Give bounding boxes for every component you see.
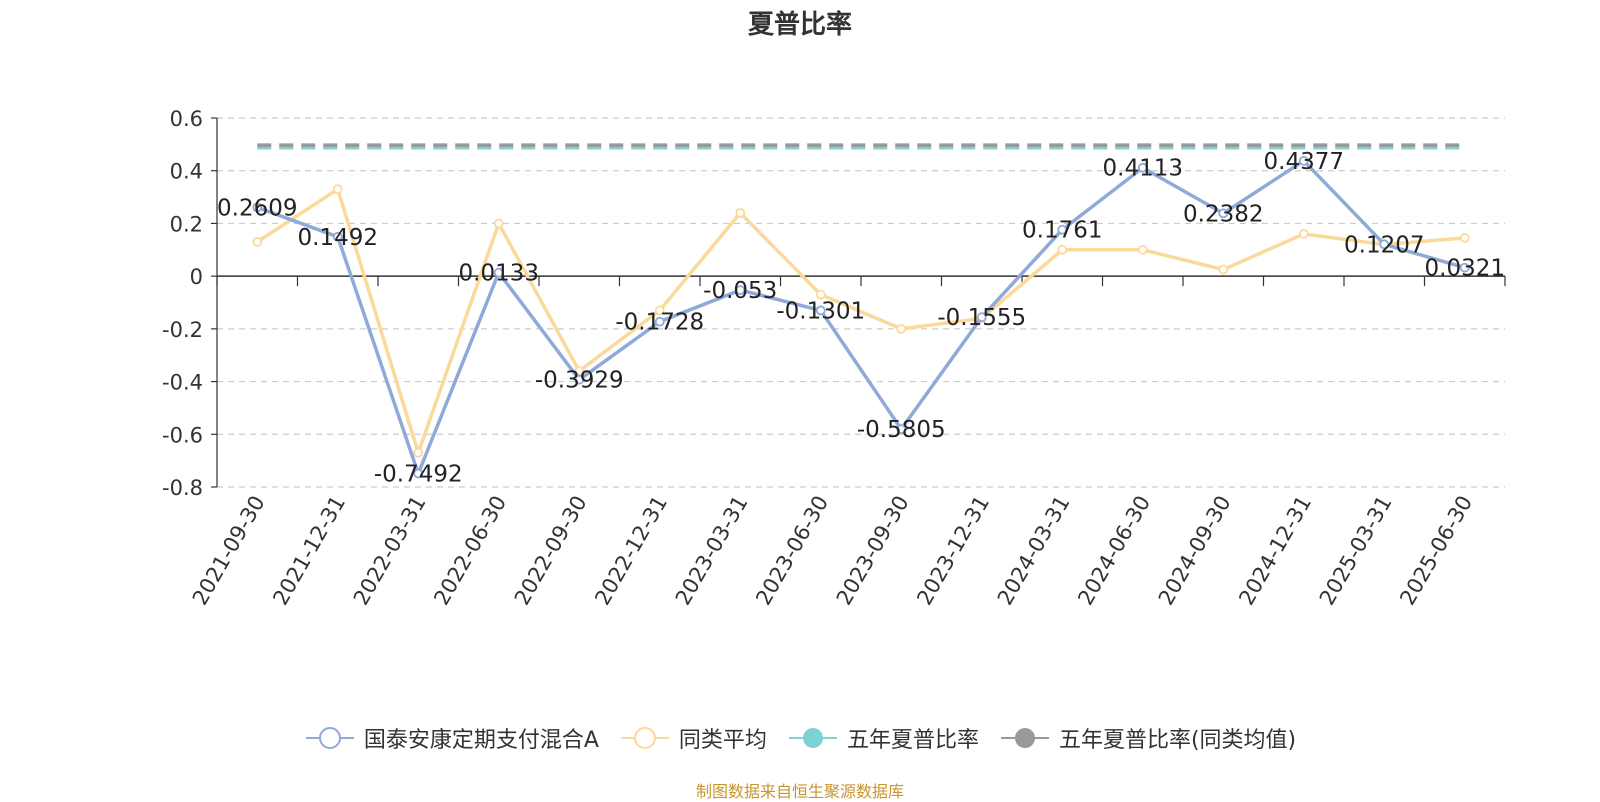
data-point: [332, 184, 343, 195]
data-label: 0.2382: [1183, 201, 1263, 227]
x-tick-label: 2024-12-31: [1234, 492, 1316, 610]
legend-marker-icon: [1000, 728, 1049, 748]
x-tick-label: 2021-09-30: [188, 492, 270, 610]
y-tick-label: 0.4: [170, 160, 203, 184]
data-label: -0.3929: [535, 368, 624, 394]
data-point: [735, 207, 746, 218]
axis-layer: 0.6 0.4 0.2 0 -0.2 -0.4 -0.6 -0.82021-09-302021…: [162, 107, 1506, 610]
data-label: -0.5805: [857, 417, 946, 443]
data-point: [493, 267, 504, 278]
data-point: [252, 236, 263, 247]
data-label: 0.1207: [1344, 232, 1424, 258]
x-tick-label: 2024-06-30: [1073, 492, 1155, 610]
data-label: -0.1555: [937, 305, 1026, 331]
y-tick-label: -0.6: [162, 423, 203, 447]
series-line: [256, 187, 1465, 455]
legend: 国泰安康定期支付混合A 同类平均 五年夏普比率 五年夏普比率(同类均值): [0, 722, 1600, 754]
data-point: [1218, 264, 1229, 275]
data-label: 0.0133: [459, 261, 539, 287]
legend-item[interactable]: 五年夏普比率: [787, 722, 979, 754]
source-note: 制图数据来自恒生聚源数据库: [695, 782, 904, 801]
data-point: [1137, 162, 1148, 173]
data-point: [493, 218, 504, 229]
chart-title: 夏普比率: [747, 10, 852, 40]
legend-marker-icon: [620, 727, 669, 749]
data-label: -0.1301: [776, 298, 865, 324]
data-label: 0.4377: [1264, 149, 1344, 175]
x-tick-label: 2023-12-31: [912, 492, 994, 610]
y-tick-label: 0.2: [170, 212, 203, 236]
x-tick-label: 2024-03-31: [993, 492, 1075, 610]
data-point: [1057, 244, 1068, 255]
data-point: [1459, 233, 1470, 243]
x-tick-label: 2023-06-30: [751, 492, 833, 610]
x-tick-label: 2022-03-31: [349, 492, 431, 610]
data-label: -0.7492: [374, 462, 463, 488]
series-line: [256, 159, 1466, 476]
data-point: [1459, 262, 1470, 273]
x-tick-label: 2022-06-30: [429, 492, 511, 610]
data-point: [976, 312, 987, 323]
data-point: [654, 316, 665, 327]
x-tick-label: 2023-09-30: [832, 492, 914, 610]
data-label: 0.1492: [298, 225, 378, 251]
series-layer: [252, 143, 1470, 479]
data-point: [815, 305, 826, 316]
x-tick-label: 2025-06-30: [1395, 492, 1477, 610]
legend-label: 五年夏普比率(同类均值): [1058, 728, 1297, 753]
data-point: [896, 323, 907, 334]
y-tick-label: -0.4: [162, 371, 203, 395]
legend-item[interactable]: 国泰安康定期支付混合A: [304, 722, 599, 754]
data-point: [1137, 244, 1148, 255]
x-tick-label: 2022-12-31: [590, 492, 672, 610]
legend-item[interactable]: 五年夏普比率(同类均值): [999, 722, 1296, 754]
y-tick-label: -0.8: [162, 476, 203, 500]
data-point: [1298, 229, 1309, 239]
data-point: [332, 231, 343, 242]
data-point: [1057, 224, 1068, 235]
data-label: 0.0321: [1425, 256, 1505, 282]
data-label: 0.2609: [217, 195, 297, 221]
y-tick-label: -0.2: [162, 318, 203, 342]
data-label: 0.1761: [1022, 218, 1102, 244]
legend-label: 国泰安康定期支付混合A: [363, 728, 599, 753]
legend-marker-icon: [305, 727, 354, 749]
legend-label: 五年夏普比率: [846, 728, 979, 753]
data-point: [1379, 239, 1390, 250]
data-point: [815, 289, 826, 300]
data-label: 0.4113: [1103, 156, 1183, 182]
legend-item[interactable]: 同类平均: [619, 722, 767, 754]
data-point: [413, 447, 424, 458]
legend-marker-icon: [788, 728, 837, 748]
data-point: [1218, 208, 1229, 219]
data-label: -0.053: [703, 278, 777, 304]
data-point: [252, 202, 263, 213]
x-tick-label: 2022-09-30: [510, 492, 592, 610]
y-tick-label: 0: [190, 265, 203, 289]
data-point: [1298, 155, 1309, 166]
x-tick-label: 2023-03-31: [671, 492, 753, 610]
data-point: [413, 468, 424, 479]
grid-layer: [217, 117, 1505, 488]
data-label: -0.1728: [615, 310, 704, 336]
y-tick-label: 0.6: [170, 107, 203, 131]
x-tick-label: 2025-03-31: [1315, 492, 1397, 610]
data-point: [654, 305, 665, 316]
x-tick-label: 2021-12-31: [268, 492, 350, 610]
data-point: [735, 285, 746, 296]
legend-label: 同类平均: [678, 728, 767, 753]
x-tick-label: 2024-09-30: [1154, 492, 1236, 610]
data-point: [574, 374, 585, 385]
data-point: [896, 424, 907, 435]
